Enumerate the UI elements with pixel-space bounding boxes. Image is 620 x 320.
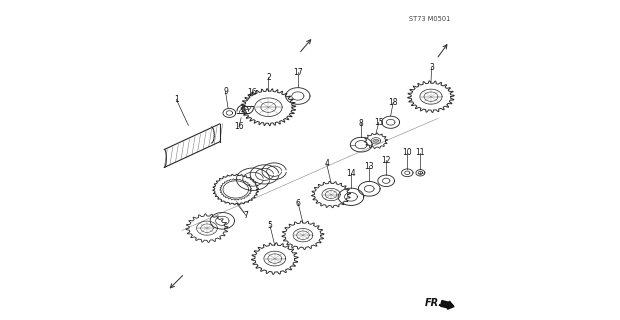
Text: 14: 14	[346, 169, 356, 178]
Text: 8: 8	[359, 119, 363, 128]
Text: 7: 7	[244, 211, 249, 220]
Text: FR.: FR.	[425, 298, 443, 308]
Text: 11: 11	[415, 148, 425, 157]
Text: 5: 5	[268, 221, 272, 230]
FancyArrow shape	[440, 300, 454, 309]
Text: 1: 1	[174, 95, 179, 104]
Text: 3: 3	[429, 63, 434, 72]
Text: 13: 13	[365, 162, 374, 171]
Text: 15: 15	[374, 118, 384, 127]
Text: 12: 12	[381, 156, 391, 164]
Text: 16: 16	[247, 88, 257, 97]
Text: ST73 M0501: ST73 M0501	[409, 16, 451, 22]
Text: 17: 17	[293, 68, 303, 76]
Text: 6: 6	[296, 199, 301, 208]
Text: 9: 9	[223, 87, 228, 96]
Text: 2: 2	[266, 73, 271, 82]
Text: 18: 18	[389, 98, 398, 107]
Text: 16: 16	[234, 122, 244, 131]
Text: 4: 4	[324, 159, 329, 168]
Text: 10: 10	[402, 148, 412, 157]
